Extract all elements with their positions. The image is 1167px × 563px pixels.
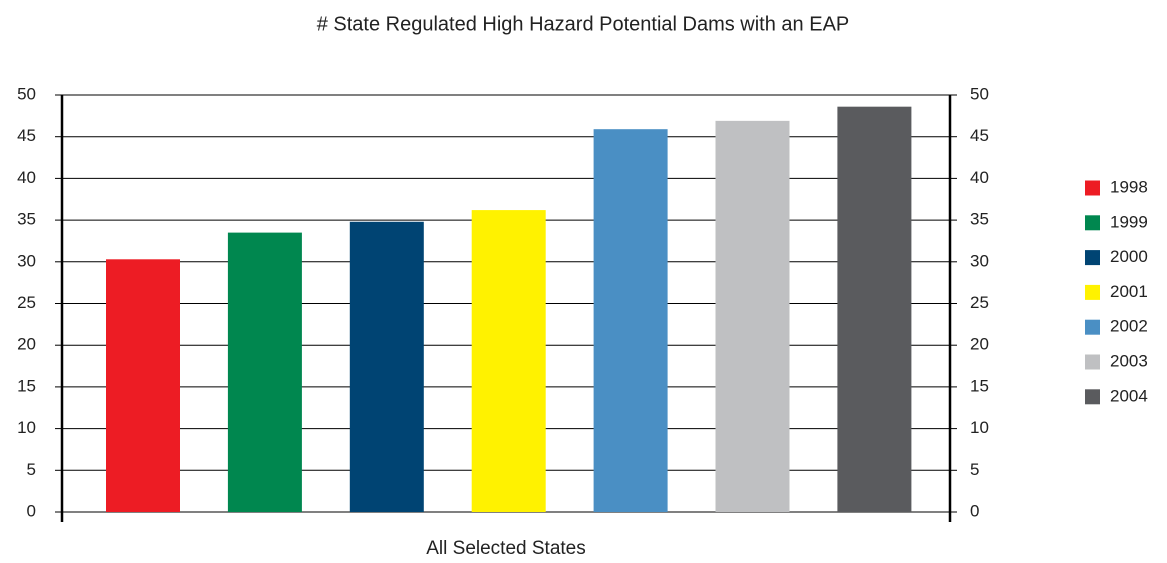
legend-label: 2003 — [1110, 351, 1148, 370]
bar — [227, 232, 302, 513]
y2-tick-label: 25 — [970, 293, 989, 312]
legend-swatch — [1085, 250, 1100, 266]
bar — [106, 259, 180, 512]
y2-tick-label: 35 — [970, 210, 989, 229]
y2-tick-label: 40 — [970, 168, 989, 187]
legend-label: 1998 — [1110, 177, 1148, 196]
y-tick-label: 45 — [17, 126, 36, 145]
legend-label: 2001 — [1110, 282, 1148, 301]
y2-tick-label: 5 — [970, 460, 979, 479]
y2-tick-label: 50 — [970, 84, 989, 103]
y-tick-label: 15 — [17, 376, 36, 395]
x-tick-label: All Selected States — [426, 538, 585, 559]
bar — [837, 106, 912, 513]
bar — [349, 221, 424, 512]
legend-swatch — [1085, 215, 1100, 231]
y-tick-label: 50 — [17, 84, 36, 103]
y2-tick-label: 0 — [970, 501, 979, 520]
y-tick-label: 5 — [27, 460, 36, 479]
chart-title: # State Regulated High Hazard Potential … — [317, 13, 850, 35]
y-tick-label: 20 — [17, 335, 36, 354]
legend-label: 2004 — [1110, 386, 1148, 405]
bar — [593, 129, 668, 512]
y2-tick-label: 15 — [970, 376, 989, 395]
y2-tick-label: 45 — [970, 126, 989, 145]
legend-swatch — [1085, 354, 1100, 370]
y-tick-label: 0 — [27, 501, 36, 520]
legend-label: 2000 — [1110, 247, 1148, 266]
legend-label: 2002 — [1110, 317, 1148, 336]
y-tick-label: 40 — [17, 168, 36, 187]
y2-tick-label: 30 — [970, 251, 989, 270]
legend-swatch — [1085, 284, 1100, 300]
legend-swatch — [1085, 180, 1100, 196]
legend-label: 1999 — [1110, 212, 1148, 231]
y-tick-label: 10 — [17, 418, 36, 437]
bar — [715, 120, 790, 512]
legend-swatch — [1085, 319, 1100, 335]
y2-tick-label: 10 — [970, 418, 989, 437]
y-tick-label: 30 — [17, 251, 36, 270]
y-tick-label: 35 — [17, 210, 36, 229]
bar — [471, 210, 546, 513]
y2-tick-label: 20 — [970, 335, 989, 354]
y-tick-label: 25 — [17, 293, 36, 312]
legend-swatch — [1085, 389, 1100, 405]
